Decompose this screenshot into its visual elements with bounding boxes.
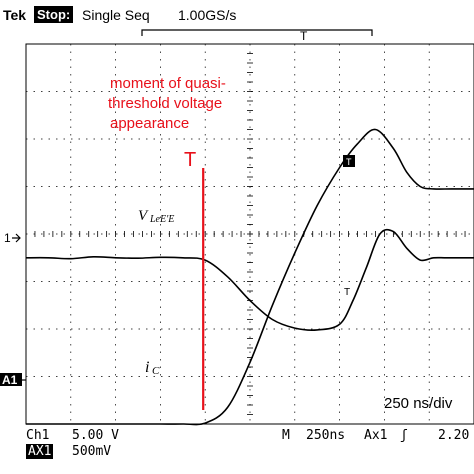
ax1-marker: A1	[2, 373, 18, 387]
annotation-line-1: moment of quasi-	[110, 75, 226, 92]
ch1-arrow-icon	[12, 233, 21, 243]
trigger-level: 2.20	[438, 428, 470, 443]
ch1-scale: 5.00 V	[72, 428, 119, 443]
timebase-note: 250 ns/div	[384, 395, 453, 412]
acquisition-status: Stop:	[34, 6, 74, 23]
trace-marker-box	[343, 155, 355, 167]
trigger-slope-icon: ʃ	[400, 428, 408, 443]
trace-marker-T-2: T	[344, 287, 350, 298]
ic-label-sub: C	[152, 365, 160, 377]
ch1-label: Ch1	[26, 428, 50, 443]
scope-footer: Ch1 5.00 V AX1 500mV M 250ns Ax1 ʃ 2.20	[0, 424, 474, 474]
vlee-label-main: V	[138, 208, 149, 224]
time-label: M	[282, 428, 290, 443]
trace-ic	[26, 128, 474, 426]
trace-vlee	[25, 228, 474, 331]
annotation-line-3: appearance	[110, 115, 189, 132]
ch1-marker: 1	[4, 231, 11, 245]
time-scale: 250ns	[306, 428, 346, 443]
waveform-traces	[25, 128, 474, 426]
ax1-marker-box	[0, 373, 22, 386]
trace-labels: V LeE'E i C	[138, 208, 174, 377]
trace-T-markers: T T	[343, 155, 355, 298]
trigger-position-marker: T	[300, 29, 308, 43]
ic-label-main: i	[145, 359, 149, 376]
ax1-label: AX1	[26, 444, 54, 459]
vlee-label-sub: LeE'E	[149, 214, 174, 225]
trigger-cursor-label: T	[184, 149, 196, 171]
graticule	[25, 43, 474, 425]
trigger-source: Ax1	[364, 428, 388, 443]
annotation-line-2: threshold voltage	[108, 95, 222, 112]
trace-marker-T: T	[346, 157, 352, 167]
brand-label: Tek	[3, 7, 27, 23]
ax1-scale: 500mV	[72, 444, 112, 459]
annotation-block: moment of quasi- threshold voltage appea…	[108, 75, 226, 132]
record-bracket: T	[141, 29, 373, 43]
scope-header: Tek Stop: Single Seq 1.00GS/s	[0, 4, 474, 26]
channel-markers: 1 A1	[0, 231, 26, 387]
sample-rate: 1.00GS/s	[178, 7, 237, 23]
acquisition-mode: Single Seq	[82, 7, 150, 23]
